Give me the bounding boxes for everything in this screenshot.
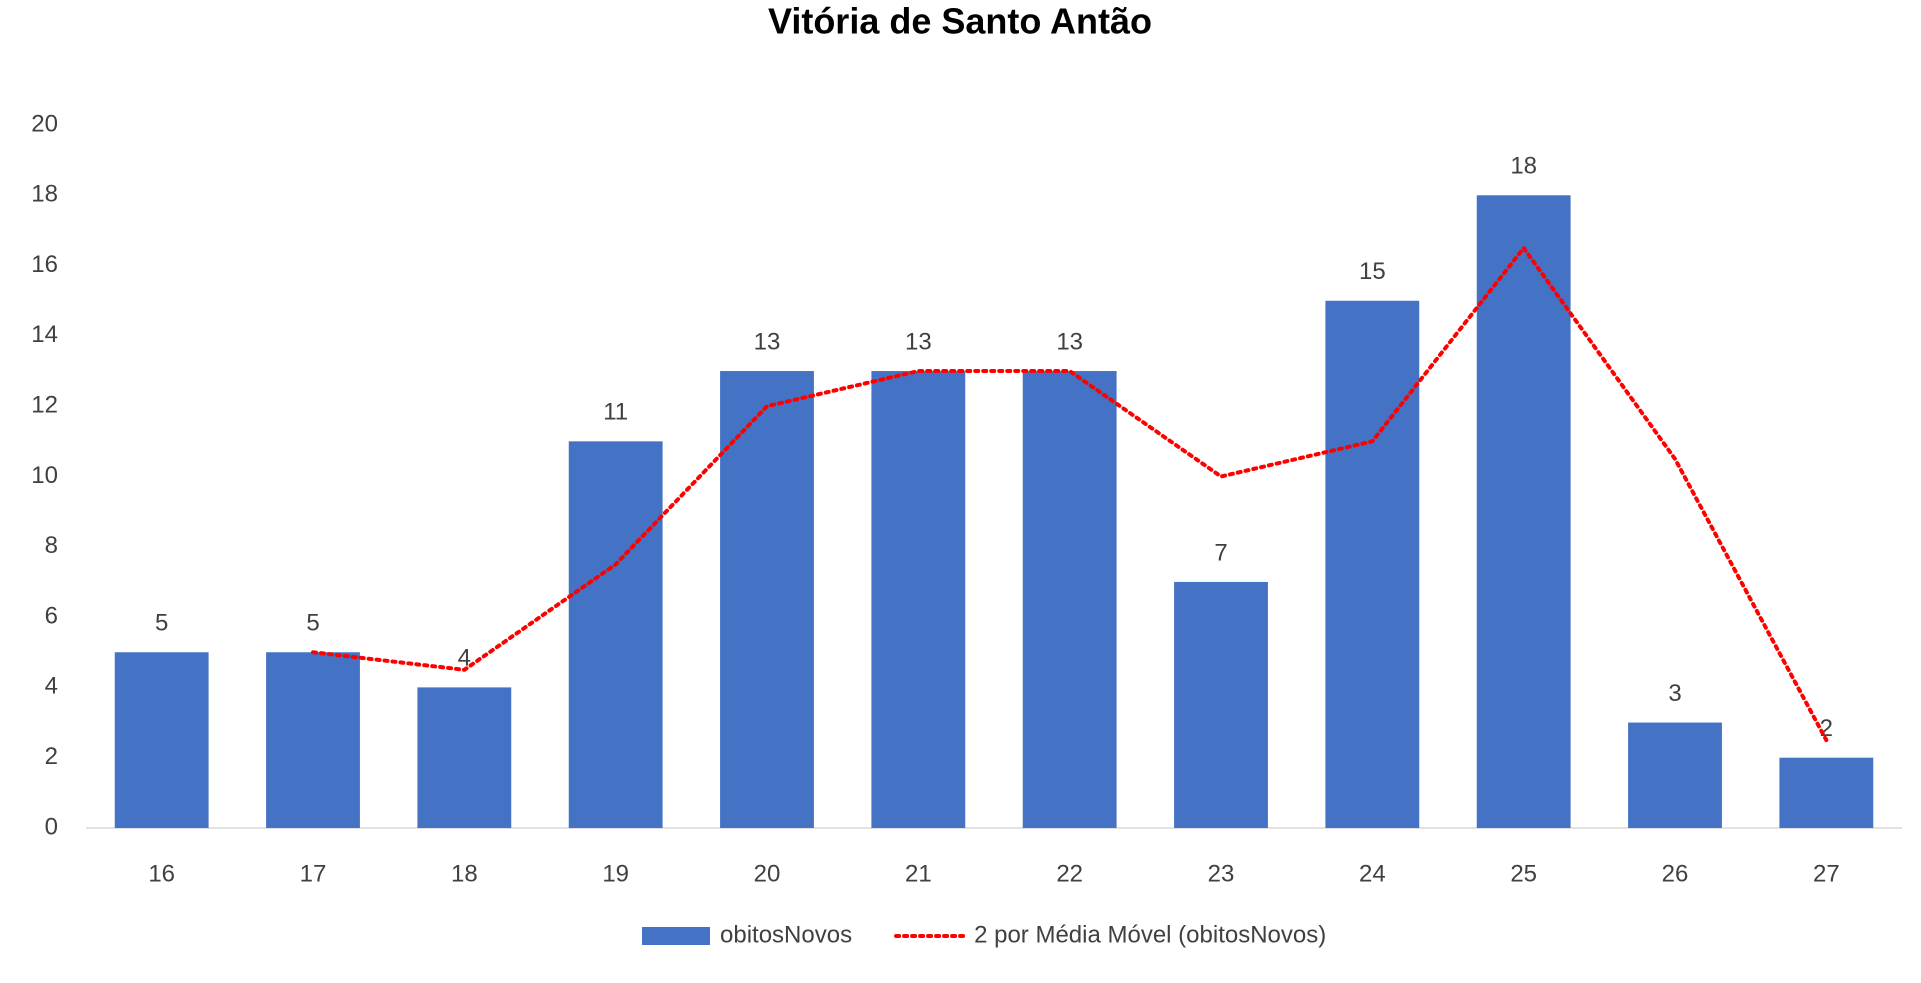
legend-swatch xyxy=(642,927,710,945)
data-label: 11 xyxy=(603,399,628,426)
x-tick-label: 24 xyxy=(1359,860,1386,887)
y-tick-label: 0 xyxy=(45,813,58,840)
y-tick-label: 4 xyxy=(45,673,58,700)
bar xyxy=(266,652,360,828)
data-label: 7 xyxy=(1214,539,1227,566)
data-label: 4 xyxy=(458,645,471,672)
x-tick-label: 21 xyxy=(905,860,932,887)
bar xyxy=(417,687,512,828)
bar xyxy=(1174,581,1268,828)
data-label: 5 xyxy=(306,610,319,637)
x-tick-label: 23 xyxy=(1208,860,1235,887)
bar xyxy=(1779,757,1874,828)
bar xyxy=(1628,722,1722,828)
legend-label: obitosNovos xyxy=(720,921,852,948)
x-tick-label: 20 xyxy=(754,860,781,887)
bar xyxy=(720,371,814,828)
y-tick-label: 20 xyxy=(31,110,58,137)
bar xyxy=(1022,371,1117,828)
x-tick-label: 22 xyxy=(1056,860,1083,887)
y-tick-label: 2 xyxy=(45,743,58,770)
y-tick-label: 6 xyxy=(45,602,58,629)
data-label: 13 xyxy=(754,328,781,355)
y-tick-label: 16 xyxy=(31,251,58,278)
x-tick-label: 17 xyxy=(300,860,327,887)
y-tick-label: 12 xyxy=(31,392,58,419)
x-tick-label: 25 xyxy=(1510,860,1537,887)
x-tick-label: 18 xyxy=(451,860,478,887)
data-label: 5 xyxy=(155,610,168,637)
moving-average-line xyxy=(311,244,1829,743)
y-tick-label: 18 xyxy=(31,181,58,208)
bar xyxy=(114,652,209,828)
data-label: 3 xyxy=(1668,680,1681,707)
data-label: 18 xyxy=(1510,153,1537,180)
x-tick-label: 26 xyxy=(1662,860,1689,887)
legend-label: 2 por Média Móvel (obitosNovos) xyxy=(974,921,1326,948)
data-label: 13 xyxy=(905,328,932,355)
data-label: 13 xyxy=(1056,328,1083,355)
bar xyxy=(568,441,663,828)
bar xyxy=(1476,195,1571,829)
bar xyxy=(1325,300,1420,828)
chart-title: Vitória de Santo Antão xyxy=(768,1,1152,42)
y-tick-label: 8 xyxy=(45,532,58,559)
bar xyxy=(871,371,966,828)
y-tick-label: 10 xyxy=(31,462,58,489)
x-tick-label: 27 xyxy=(1813,860,1840,887)
y-tick-label: 14 xyxy=(31,321,58,348)
data-label: 15 xyxy=(1359,258,1386,285)
x-tick-label: 16 xyxy=(148,860,175,887)
x-tick-label: 19 xyxy=(602,860,629,887)
